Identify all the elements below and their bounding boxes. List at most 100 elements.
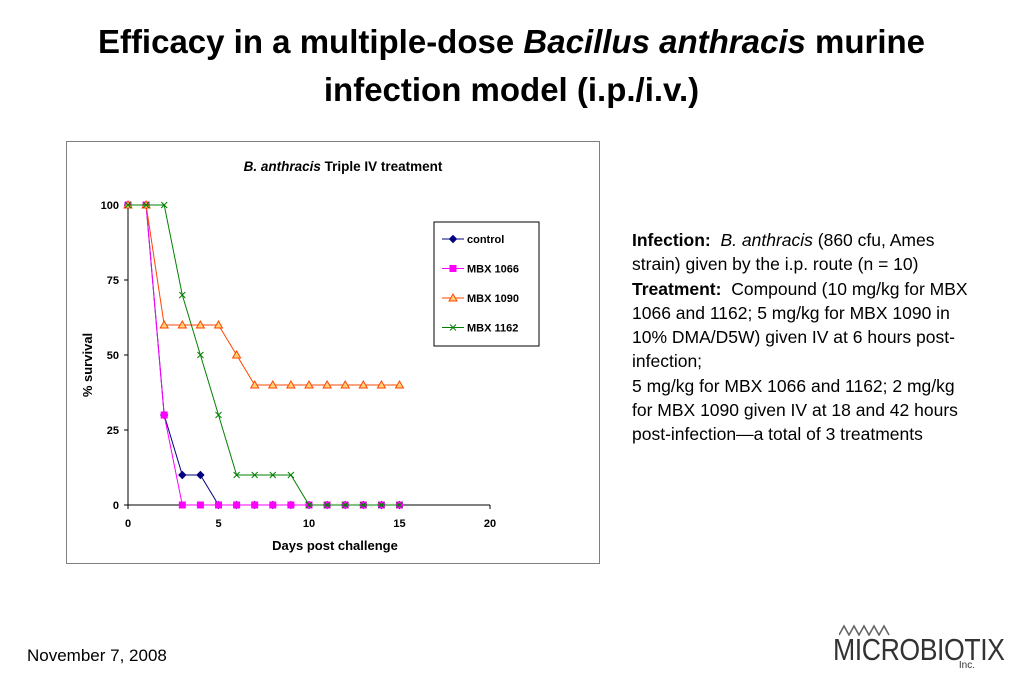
data-point: [269, 471, 277, 479]
data-point: [215, 411, 222, 419]
data-point: [160, 411, 168, 419]
x-tick-label: 5: [215, 518, 221, 530]
footer-date: November 7, 2008: [27, 646, 167, 665]
data-point: [287, 501, 295, 509]
marker-stroke: [396, 501, 403, 509]
legend-marker: [448, 234, 458, 244]
y-tick-label: 0: [113, 500, 119, 512]
legend-item: MBX 1162: [442, 323, 518, 335]
legend-item: MBX 1066: [442, 264, 519, 276]
data-point: [267, 379, 278, 389]
marker-stroke: [305, 501, 313, 509]
logo-inc: Inc.: [958, 660, 975, 671]
y-tick-label: 100: [101, 200, 119, 212]
chart-title-italic: B. anthracis: [244, 159, 322, 174]
marker-stroke: [269, 471, 277, 479]
data-point: [196, 470, 205, 480]
legend-marker: [449, 265, 457, 272]
legend-label: MBX 1066: [467, 264, 519, 276]
series-line: [128, 204, 400, 506]
axes: 0 25 50 75 100 0 5 10 15 20: [101, 200, 496, 530]
x-tick-label: 20: [484, 518, 496, 530]
study-description: Infection: B. anthracis (860 cfu, Ames s…: [632, 228, 972, 447]
treatment-paragraph-2: 5 mg/kg for MBX 1066 and 1162; 2 mg/kg f…: [632, 375, 958, 445]
series-control: [123, 200, 404, 510]
marker-stroke: [323, 501, 331, 509]
treatment-paragraph: Treatment: Compound (10 mg/kg for MBX 10…: [632, 277, 972, 374]
title-text-italic: Bacillus anthracis: [523, 23, 806, 60]
data-point: [376, 379, 387, 389]
series-line: [128, 204, 400, 506]
data-point: [215, 501, 222, 509]
data-point: [322, 379, 332, 389]
legend-item: control: [442, 234, 504, 246]
x-tick-label: 10: [303, 518, 315, 530]
treatment-text: Compound (10 mg/kg for MBX 1066 and 1162…: [632, 278, 968, 372]
marker-stroke: [251, 471, 259, 479]
microbiotix-logo: MICROBIOTIX Inc.: [833, 622, 1005, 674]
slide-title-line1: Efficacy in a multiple-dose Bacillus ant…: [0, 18, 1023, 66]
legend: control MBX 1066 MBX 1090 MBX 1162: [433, 221, 540, 347]
data-point: [286, 379, 296, 389]
marker-stroke: [359, 501, 367, 509]
marker-stroke: [178, 291, 186, 299]
y-tick-label: 25: [107, 425, 119, 437]
chart-svg: B. anthracis Triple IV treatment 0255075…: [80, 159, 540, 553]
marker-stroke: [449, 324, 457, 331]
infection-text: (860 cfu, Ames strain) given by the i.p.…: [632, 230, 935, 275]
slide-title: Efficacy in a multiple-dose Bacillus ant…: [0, 18, 1023, 114]
x-tick-label: 15: [393, 518, 405, 530]
title-text-part2: murine: [805, 23, 926, 60]
series-mbx-1162: [124, 201, 403, 509]
data-point: [287, 471, 295, 479]
data-point: [197, 351, 204, 359]
data-point: [378, 501, 385, 509]
data-point: [196, 501, 204, 509]
marker-stroke: [215, 411, 222, 419]
data-point: [124, 201, 132, 209]
chart-title: B. anthracis Triple IV treatment: [244, 159, 443, 174]
logo-text: MICROBIOTIX: [833, 632, 1005, 667]
infection-paragraph: Infection: B. anthracis (860 cfu, Ames s…: [632, 228, 972, 277]
data-point: [233, 471, 240, 479]
legend-marker: [449, 324, 457, 331]
legend-label: control: [467, 234, 504, 246]
infection-organism: B. anthracis: [720, 230, 813, 250]
data-point: [159, 319, 170, 329]
data-point: [249, 379, 260, 389]
marker-stroke: [197, 351, 204, 359]
data-point: [160, 201, 168, 209]
data-point: [177, 319, 188, 329]
series-mbx-1066: [124, 201, 403, 509]
marker-stroke: [378, 501, 385, 509]
series-group: [123, 199, 405, 510]
data-point: [178, 470, 187, 480]
x-axis-label: Days post challenge: [272, 538, 398, 553]
data-point: [231, 349, 242, 359]
x-tick-label: 0: [125, 518, 131, 530]
legend-marker: [448, 292, 458, 302]
data-point: [233, 501, 241, 509]
data-point: [394, 379, 405, 389]
infection-label: Infection:: [632, 230, 711, 250]
data-point: [358, 379, 369, 389]
series-line: [128, 204, 400, 506]
data-point: [305, 501, 313, 509]
data-point: [251, 501, 259, 509]
data-point: [396, 501, 403, 509]
data-point: [142, 201, 150, 209]
data-point: [269, 501, 277, 509]
series-line: [128, 204, 400, 386]
y-axis-label: % survival: [80, 333, 95, 397]
series-mbx-1090: [123, 199, 405, 389]
data-point: [341, 501, 349, 509]
data-point: [178, 501, 186, 509]
logo-zigzag-icon: [839, 624, 890, 636]
y-tick-label: 75: [107, 275, 119, 287]
marker-stroke: [341, 501, 349, 509]
data-point: [323, 501, 331, 509]
y-tick-label: 50: [107, 350, 119, 362]
data-point: [304, 379, 314, 389]
data-point: [359, 501, 367, 509]
data-point: [213, 319, 224, 329]
